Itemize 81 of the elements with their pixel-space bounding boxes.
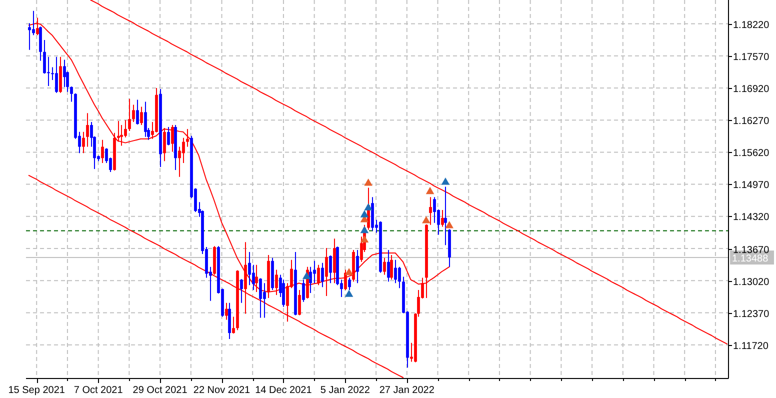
candlestick <box>387 250 390 282</box>
candlestick <box>47 56 50 86</box>
y-tick-label: 1.16920 <box>733 84 770 95</box>
candlestick <box>101 139 104 164</box>
y-tick-label: 1.18220 <box>733 20 770 31</box>
point <box>344 268 354 276</box>
candlestick <box>128 98 131 132</box>
candlestick <box>356 250 359 284</box>
candlestick <box>317 264 320 286</box>
point <box>302 272 311 280</box>
candlestick <box>136 99 139 126</box>
point <box>364 178 372 186</box>
candlestick <box>329 254 332 284</box>
candlestick <box>383 257 386 276</box>
candlestick <box>225 302 228 320</box>
candlestick <box>43 40 46 74</box>
point <box>364 203 372 210</box>
y-tick-label: 1.14970 <box>733 180 770 191</box>
point <box>426 186 434 194</box>
candlestick <box>252 264 255 291</box>
candlestick <box>167 126 170 146</box>
candlestick <box>132 104 135 123</box>
candlestick <box>163 127 166 162</box>
point <box>344 290 354 297</box>
y-tick-label: 1.11720 <box>733 341 769 352</box>
y-tick-label: 1.16270 <box>733 116 770 127</box>
candlestick <box>398 266 401 289</box>
line-series <box>90 0 728 344</box>
candlestick <box>390 254 393 280</box>
candlestick <box>348 277 351 291</box>
point <box>445 221 454 228</box>
y-tick-label: 1.14320 <box>733 212 770 223</box>
y-tick-label: 1.13020 <box>733 277 770 288</box>
candlestick <box>117 120 120 142</box>
y-tick-label: 1.17570 <box>733 52 770 63</box>
line-series <box>28 174 404 378</box>
candlestick <box>302 279 305 302</box>
candlestick <box>232 316 235 334</box>
x-tick-label: 29 Oct 2021 <box>132 385 188 396</box>
candlestick <box>55 56 58 94</box>
candlestick <box>394 259 397 284</box>
y-tick-label: 1.13670 <box>733 245 770 256</box>
point <box>360 210 369 218</box>
candlestick <box>186 128 189 148</box>
candlestick <box>86 112 89 148</box>
candlestick <box>259 278 262 318</box>
candlestick <box>240 278 243 304</box>
candlestick <box>140 106 143 126</box>
candlestick <box>321 262 324 288</box>
candlestick <box>171 124 174 152</box>
candlestick <box>429 196 432 226</box>
point <box>441 178 450 185</box>
candlestick <box>120 124 123 146</box>
candlestick <box>298 290 301 316</box>
x-tick-label: 7 Oct 2021 <box>74 385 124 396</box>
candlestick <box>433 196 436 224</box>
candlestick <box>70 86 73 102</box>
candlestick <box>313 260 316 284</box>
candlestick <box>263 282 266 318</box>
candlestick <box>444 186 447 246</box>
y-tick-label: 1.12370 <box>733 309 770 320</box>
x-tick-label: 27 Jan 2022 <box>379 385 435 396</box>
candlestick <box>309 266 312 294</box>
x-tick-label: 5 Jan 2022 <box>320 385 370 396</box>
candlestick <box>144 101 147 138</box>
x-tick-label: 14 Dec 2021 <box>255 385 312 396</box>
point <box>360 226 369 234</box>
x-tick-label: 22 Nov 2021 <box>193 385 251 396</box>
candlestick <box>178 146 181 178</box>
candlestick <box>32 10 35 36</box>
candlestick <box>82 131 85 154</box>
x-tick-label: 15 Sep 2021 <box>8 385 66 396</box>
candlestick <box>441 210 444 228</box>
candlestick <box>124 120 127 138</box>
point <box>422 216 430 224</box>
point <box>360 235 369 243</box>
ref-line-label: 1.13488 <box>732 254 769 265</box>
y-tick-label: 1.15620 <box>733 148 770 159</box>
candlestick <box>248 252 251 286</box>
candlestick <box>182 137 185 164</box>
candlestick <box>28 22 31 50</box>
